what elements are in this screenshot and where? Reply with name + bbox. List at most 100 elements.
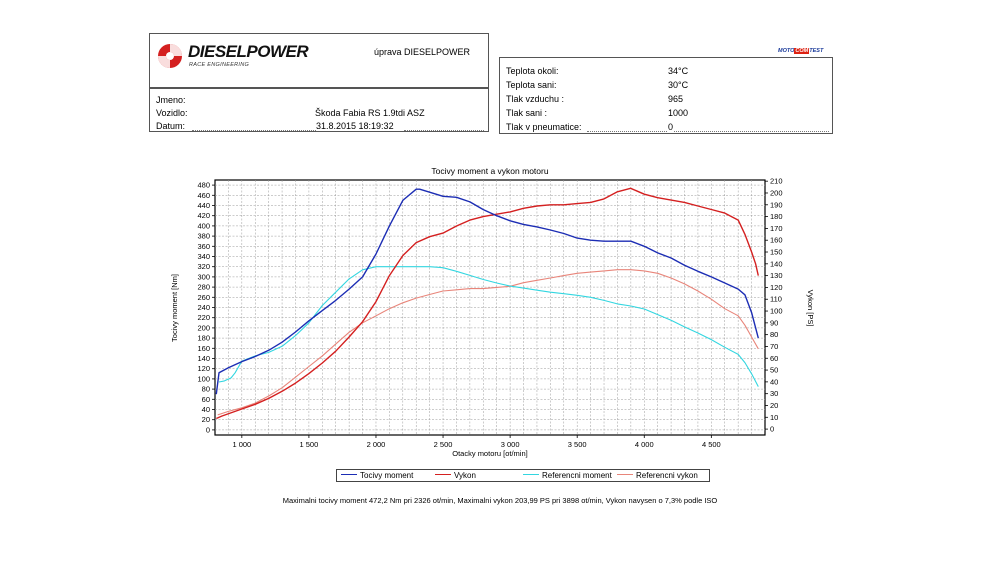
condition-label: Teplota okoli: xyxy=(506,66,559,76)
y-left-tick-label: 480 xyxy=(197,181,210,190)
legend-swatch xyxy=(617,474,633,476)
y-right-tick-label: 70 xyxy=(770,342,778,351)
y-right-tick-label: 120 xyxy=(770,283,783,292)
y-right-tick-label: 110 xyxy=(770,295,782,304)
vehicle-label: Datum: xyxy=(156,121,186,131)
series-line-referencni-vykon xyxy=(217,269,759,416)
brand-name: DIESELPOWER xyxy=(188,42,309,61)
y-left-tick-label: 440 xyxy=(197,201,210,210)
condition-label: Tlak v pneumatice: xyxy=(506,122,582,132)
leader-dots xyxy=(674,131,829,132)
y-left-tick-label: 20 xyxy=(202,415,210,424)
vehicle-label: Jmeno: xyxy=(156,95,186,105)
y-right-tick-label: 0 xyxy=(770,425,774,434)
legend-label: Tocivy moment xyxy=(360,471,414,480)
y-left-tick-label: 100 xyxy=(197,374,210,383)
x-tick-label: 1 500 xyxy=(300,440,319,449)
dyno-chart: Tocivy moment a vykon motoru 02040608010… xyxy=(170,166,815,458)
y-right-tick-label: 60 xyxy=(770,354,778,363)
y-right-tick-label: 210 xyxy=(770,177,783,186)
y-left-tick-label: 380 xyxy=(197,232,210,241)
y-left-tick-label: 400 xyxy=(197,221,210,230)
y-right-tick-label: 180 xyxy=(770,212,783,221)
y-left-tick-label: 60 xyxy=(202,395,210,404)
series-line-referencni-moment xyxy=(218,266,759,387)
legend-swatch xyxy=(341,474,357,476)
y-left-tick-label: 420 xyxy=(197,211,210,220)
brand-caption: úprava DIESELPOWER xyxy=(373,47,470,57)
y-left-tick-label: 200 xyxy=(197,323,210,332)
y-right-tick-label: 160 xyxy=(770,236,783,245)
x-tick-label: 4 000 xyxy=(635,440,654,449)
leader-dots xyxy=(587,131,667,132)
condition-value: 965 xyxy=(668,94,684,104)
y-right-tick-label: 150 xyxy=(770,248,783,257)
y-left-tick-label: 360 xyxy=(197,242,210,251)
vehicle-label: Vozidlo: xyxy=(156,108,188,118)
legend-item-power: Vykon xyxy=(435,471,476,482)
y-left-tick-label: 0 xyxy=(206,425,210,434)
y-left-tick-label: 180 xyxy=(197,334,210,343)
y-right-tick-label: 20 xyxy=(770,401,778,410)
condition-label: Teplota sani: xyxy=(506,80,557,90)
legend-label: Referencni moment xyxy=(542,471,612,480)
y-left-tick-label: 260 xyxy=(197,293,210,302)
y-left-tick-label: 140 xyxy=(197,354,210,363)
y-left-tick-label: 320 xyxy=(197,262,210,271)
vehicle-info: Jmeno: Vozidlo: Škoda Fabia RS 1.9tdi AS… xyxy=(149,88,489,132)
chart-title: Tocivy moment a vykon motoru xyxy=(431,166,548,176)
y-left-tick-label: 460 xyxy=(197,191,210,200)
y-left-tick-label: 160 xyxy=(197,344,210,353)
y-left-tick-label: 80 xyxy=(202,385,210,394)
y-right-tick-label: 80 xyxy=(770,330,778,339)
y-right-tick-label: 140 xyxy=(770,259,783,268)
x-tick-label: 4 500 xyxy=(702,440,721,449)
badge-left: MOTO xyxy=(778,48,795,54)
brand-header: DIESELPOWER RACE ENGINEERING úprava DIES… xyxy=(149,33,489,88)
y-right-tick-label: 90 xyxy=(770,318,778,327)
badge-mid: COM xyxy=(794,48,810,54)
condition-value: 1000 xyxy=(668,108,689,118)
vehicle-value: Škoda Fabia RS 1.9tdi ASZ xyxy=(315,108,425,118)
y-left-axis-label: Tocivy moment [Nm] xyxy=(170,274,179,342)
y-left-tick-label: 220 xyxy=(197,313,210,322)
y-right-tick-label: 50 xyxy=(770,366,778,375)
y-left-tick-label: 120 xyxy=(197,364,210,373)
conditions-info: Teplota okoli: 34°C Teplota sani: 30°C T… xyxy=(499,57,833,134)
x-tick-label: 3 500 xyxy=(568,440,587,449)
motocom-test-badge: MOTOCOMTEST xyxy=(778,48,823,54)
y-left-tick-label: 240 xyxy=(197,303,210,312)
chart-legend: Tocivy moment Vykon Referencni moment Re… xyxy=(336,469,710,482)
grid xyxy=(215,180,765,435)
y-right-tick-label: 40 xyxy=(770,377,778,386)
y-right-tick-label: 200 xyxy=(770,188,783,197)
series-line-tocivy-moment xyxy=(215,188,759,395)
legend-item-ref-power: Referencni vykon xyxy=(617,471,698,482)
legend-swatch xyxy=(435,474,451,476)
y-right-tick-label: 30 xyxy=(770,389,778,398)
dieselpower-logo: DIESELPOWER RACE ENGINEERING xyxy=(156,42,309,74)
y-right-tick-label: 100 xyxy=(770,307,783,316)
y-left-tick-label: 280 xyxy=(197,283,210,292)
y-left-tick-label: 300 xyxy=(197,272,210,281)
y-right-tick-label: 170 xyxy=(770,224,783,233)
y-right-axis: 0 10 20 30 40 50 60 70 80 90 100 110 120 130 140 150 160… xyxy=(765,177,783,434)
leader-dots xyxy=(192,130,316,131)
x-axis-label: Otacky motoru [ot/min] xyxy=(452,449,527,458)
condition-label: Tlak vzduchu : xyxy=(506,94,565,104)
vehicle-value: 31.8.2015 18:19:32 xyxy=(316,121,394,131)
x-axis: 1 000 1 500 2 000 2 500 3 000 3 500 4 000 4 500 xyxy=(232,435,721,449)
condition-value: 30°C xyxy=(668,80,689,90)
x-tick-label: 1 000 xyxy=(232,440,251,449)
y-right-axis-label: Vykon [PS] xyxy=(806,290,815,327)
y-left-tick-label: 40 xyxy=(202,405,210,414)
brand-subtitle: RACE ENGINEERING xyxy=(189,62,250,68)
y-right-tick-label: 190 xyxy=(770,200,783,209)
x-tick-label: 2 500 xyxy=(434,440,453,449)
x-tick-label: 2 000 xyxy=(367,440,386,449)
legend-label: Vykon xyxy=(454,471,476,480)
summary-text: Maximalni tocivy moment 472,2 Nm pri 232… xyxy=(282,496,718,505)
x-tick-label: 3 000 xyxy=(501,440,520,449)
y-left-tick-label: 340 xyxy=(197,252,210,261)
